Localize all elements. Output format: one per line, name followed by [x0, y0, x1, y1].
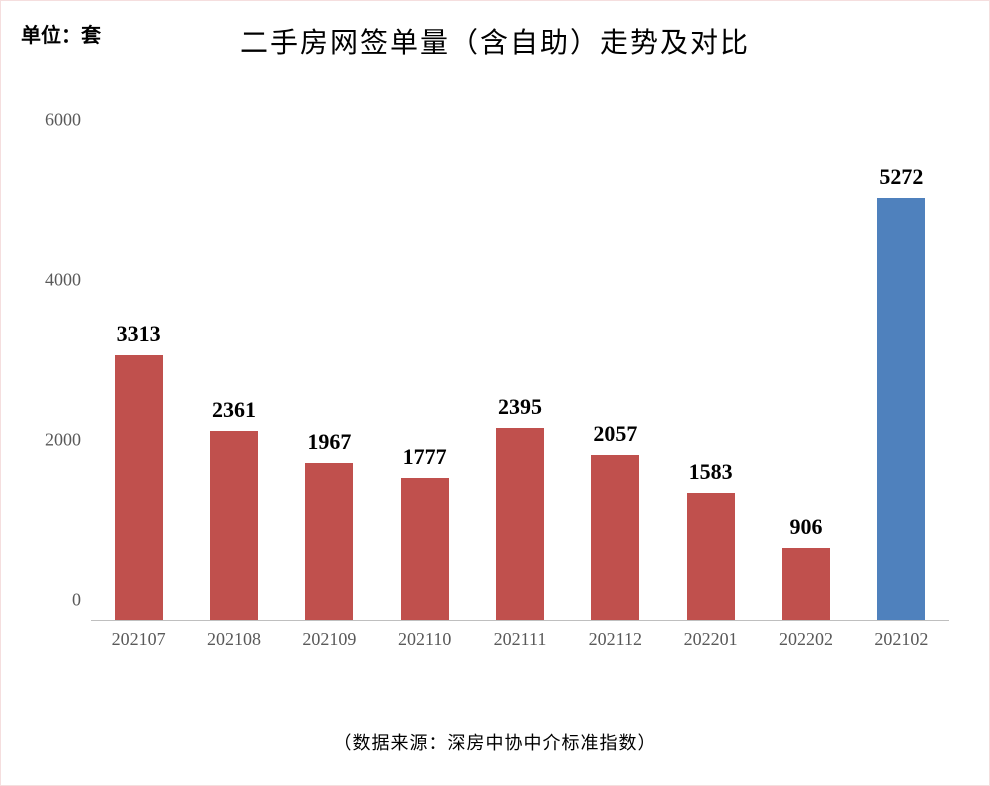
bar: [687, 493, 735, 620]
x-axis: 202107 202108 202109 202110 202111 202112 2022…: [91, 629, 949, 669]
y-tick-label: 2000: [45, 430, 81, 451]
y-tick-label: 6000: [45, 110, 81, 131]
bar: [210, 431, 258, 620]
y-axis: 0 2000 4000 6000: [36, 91, 91, 621]
x-tick-label: 202109: [302, 629, 356, 650]
x-tick-label: 202111: [494, 629, 547, 650]
bar-value-label: 2395: [498, 394, 542, 420]
bar: [496, 428, 544, 620]
plot-area: 0200040006000 33132361196717772395205715…: [91, 91, 949, 621]
bar: [591, 455, 639, 620]
bar-value-label: 906: [790, 514, 823, 540]
x-tick-label: 202108: [207, 629, 261, 650]
x-tick-label: 202107: [112, 629, 166, 650]
bar-value-label: 1583: [689, 459, 733, 485]
chart-title: 二手房网签单量（含自助）走势及对比: [21, 21, 969, 61]
x-tick-label: 202110: [398, 629, 451, 650]
bar-value-label: 1777: [403, 444, 447, 470]
source-note: （数据来源：深房中协中介标准指数）: [21, 729, 969, 755]
bar-value-label: 1967: [307, 429, 351, 455]
bar: [115, 355, 163, 620]
x-tick-label: 202201: [684, 629, 738, 650]
y-tick-label: 0: [72, 590, 81, 611]
bars-region: 3313 2361 1967 1777 2395 2057 1583 906 5272: [91, 91, 949, 621]
bar: [401, 478, 449, 620]
x-tick-label: 202102: [874, 629, 928, 650]
unit-label: 单位：套: [21, 19, 101, 48]
bar: [782, 548, 830, 620]
x-tick-label: 202202: [779, 629, 833, 650]
bar-value-label: 3313: [117, 321, 161, 347]
y-tick-label: 4000: [45, 270, 81, 291]
bar-value-label: 2361: [212, 397, 256, 423]
x-tick-label: 202112: [589, 629, 642, 650]
bar-value-label: 2057: [593, 421, 637, 447]
bar: [305, 463, 353, 620]
bar: [877, 198, 925, 620]
chart-container: 单位：套 二手房网签单量（含自助）走势及对比 0 2000 4000 6000 331…: [0, 0, 990, 786]
bar-value-label: 5272: [879, 164, 923, 190]
